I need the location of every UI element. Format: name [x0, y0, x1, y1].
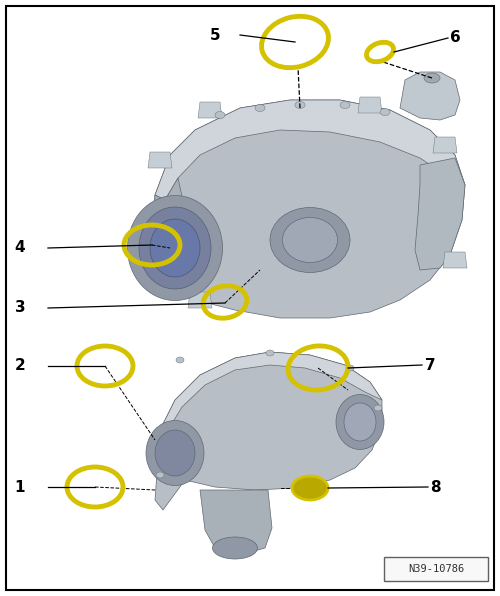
Polygon shape — [148, 152, 172, 168]
Text: 4: 4 — [14, 241, 26, 256]
Text: 2: 2 — [14, 359, 26, 374]
Ellipse shape — [150, 219, 200, 277]
Ellipse shape — [212, 537, 258, 559]
Polygon shape — [443, 252, 467, 268]
Text: N39-10786: N39-10786 — [408, 564, 464, 574]
Ellipse shape — [292, 476, 328, 500]
Polygon shape — [433, 137, 457, 153]
Ellipse shape — [255, 104, 265, 111]
Ellipse shape — [340, 101, 350, 108]
Ellipse shape — [146, 421, 204, 486]
Ellipse shape — [215, 111, 225, 119]
FancyBboxPatch shape — [384, 557, 488, 581]
Ellipse shape — [156, 472, 164, 478]
Ellipse shape — [380, 108, 390, 116]
Text: 6: 6 — [450, 30, 460, 45]
Ellipse shape — [374, 405, 382, 411]
Ellipse shape — [128, 195, 222, 300]
Polygon shape — [200, 490, 272, 555]
Ellipse shape — [346, 365, 354, 371]
Polygon shape — [400, 72, 460, 120]
Polygon shape — [160, 352, 382, 430]
Ellipse shape — [270, 207, 350, 272]
Ellipse shape — [336, 395, 384, 449]
Ellipse shape — [424, 73, 440, 83]
Polygon shape — [358, 97, 382, 113]
Ellipse shape — [176, 357, 184, 363]
Ellipse shape — [266, 350, 274, 356]
Text: 5: 5 — [210, 27, 220, 42]
Text: 7: 7 — [424, 358, 436, 372]
Polygon shape — [188, 292, 212, 308]
Ellipse shape — [155, 430, 195, 476]
Polygon shape — [155, 100, 465, 200]
Polygon shape — [150, 178, 185, 295]
Ellipse shape — [139, 207, 211, 289]
Ellipse shape — [282, 218, 338, 262]
Polygon shape — [150, 100, 465, 318]
Polygon shape — [198, 102, 222, 118]
Polygon shape — [155, 352, 382, 510]
Text: 3: 3 — [14, 300, 26, 315]
Text: 1: 1 — [15, 480, 25, 495]
Ellipse shape — [295, 101, 305, 108]
Text: 8: 8 — [430, 480, 440, 495]
Ellipse shape — [344, 403, 376, 441]
Polygon shape — [415, 158, 465, 270]
